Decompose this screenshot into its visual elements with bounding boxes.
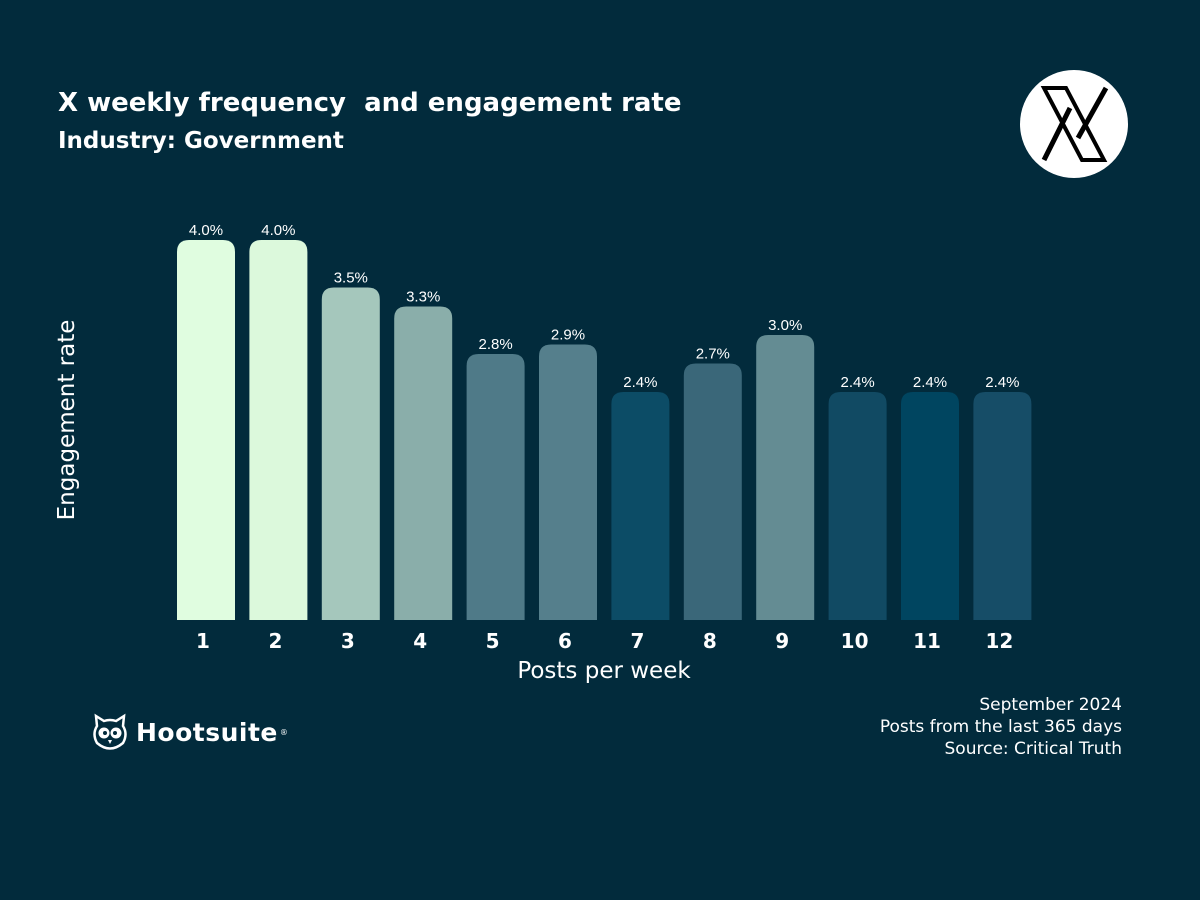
footer-scope: Posts from the last 365 days [879, 717, 1122, 737]
data-label: 2.4% [840, 374, 874, 391]
data-label: 2.4% [913, 374, 947, 391]
data-label: 3.0% [768, 317, 802, 334]
hootsuite-logo: Hootsuite ® [90, 712, 288, 752]
x-axis-label: Posts per week [517, 658, 691, 684]
bar-10 [828, 392, 887, 620]
bar-4 [394, 306, 453, 620]
bar-12 [973, 392, 1032, 620]
data-label: 2.7% [696, 346, 730, 363]
bar-6 [539, 344, 597, 620]
footer-date: September 2024 [979, 695, 1122, 715]
bar-9 [756, 335, 815, 620]
x-tick-label: 7 [630, 629, 644, 653]
x-tick-label: 1 [196, 629, 210, 653]
bar-7 [611, 392, 670, 620]
footer-notes: September 2024 Posts from the last 365 d… [880, 694, 1122, 760]
data-label: 3.5% [334, 270, 368, 287]
data-label: 2.4% [985, 374, 1019, 391]
bar-2 [249, 240, 308, 620]
data-label: 4.0% [189, 222, 223, 239]
x-logo-icon [1020, 70, 1128, 178]
bar-8 [683, 363, 742, 620]
chart-title: X weekly frequency and engagement rate [58, 88, 682, 118]
data-label: 2.4% [623, 374, 657, 391]
data-label: 3.3% [406, 289, 440, 306]
data-label: 4.0% [261, 222, 295, 239]
x-tick-label: 9 [775, 629, 789, 653]
x-tick-label: 5 [486, 629, 500, 653]
registered-mark: ® [279, 727, 288, 737]
x-tick-label: 4 [413, 629, 427, 653]
bar-3 [321, 287, 380, 620]
x-tick-label: 11 [913, 629, 941, 653]
chart-subtitle: Industry: Government [58, 128, 344, 154]
y-axis-label: Engagement rate [54, 320, 80, 521]
x-tick-label: 6 [558, 629, 572, 653]
x-tick-label: 12 [985, 629, 1013, 653]
x-tick-label: 3 [341, 629, 355, 653]
brand-name: Hootsuite [136, 717, 278, 747]
data-label: 2.8% [478, 336, 512, 353]
bar-1 [177, 240, 235, 620]
bar-5 [466, 354, 525, 620]
x-tick-label: 2 [268, 629, 282, 653]
x-tick-label: 8 [703, 629, 717, 653]
data-label: 2.9% [551, 327, 585, 344]
owl-icon [93, 713, 127, 750]
x-tick-label: 10 [841, 629, 869, 653]
footer-source: Source: Critical Truth [944, 739, 1122, 759]
bar-11 [901, 392, 959, 620]
